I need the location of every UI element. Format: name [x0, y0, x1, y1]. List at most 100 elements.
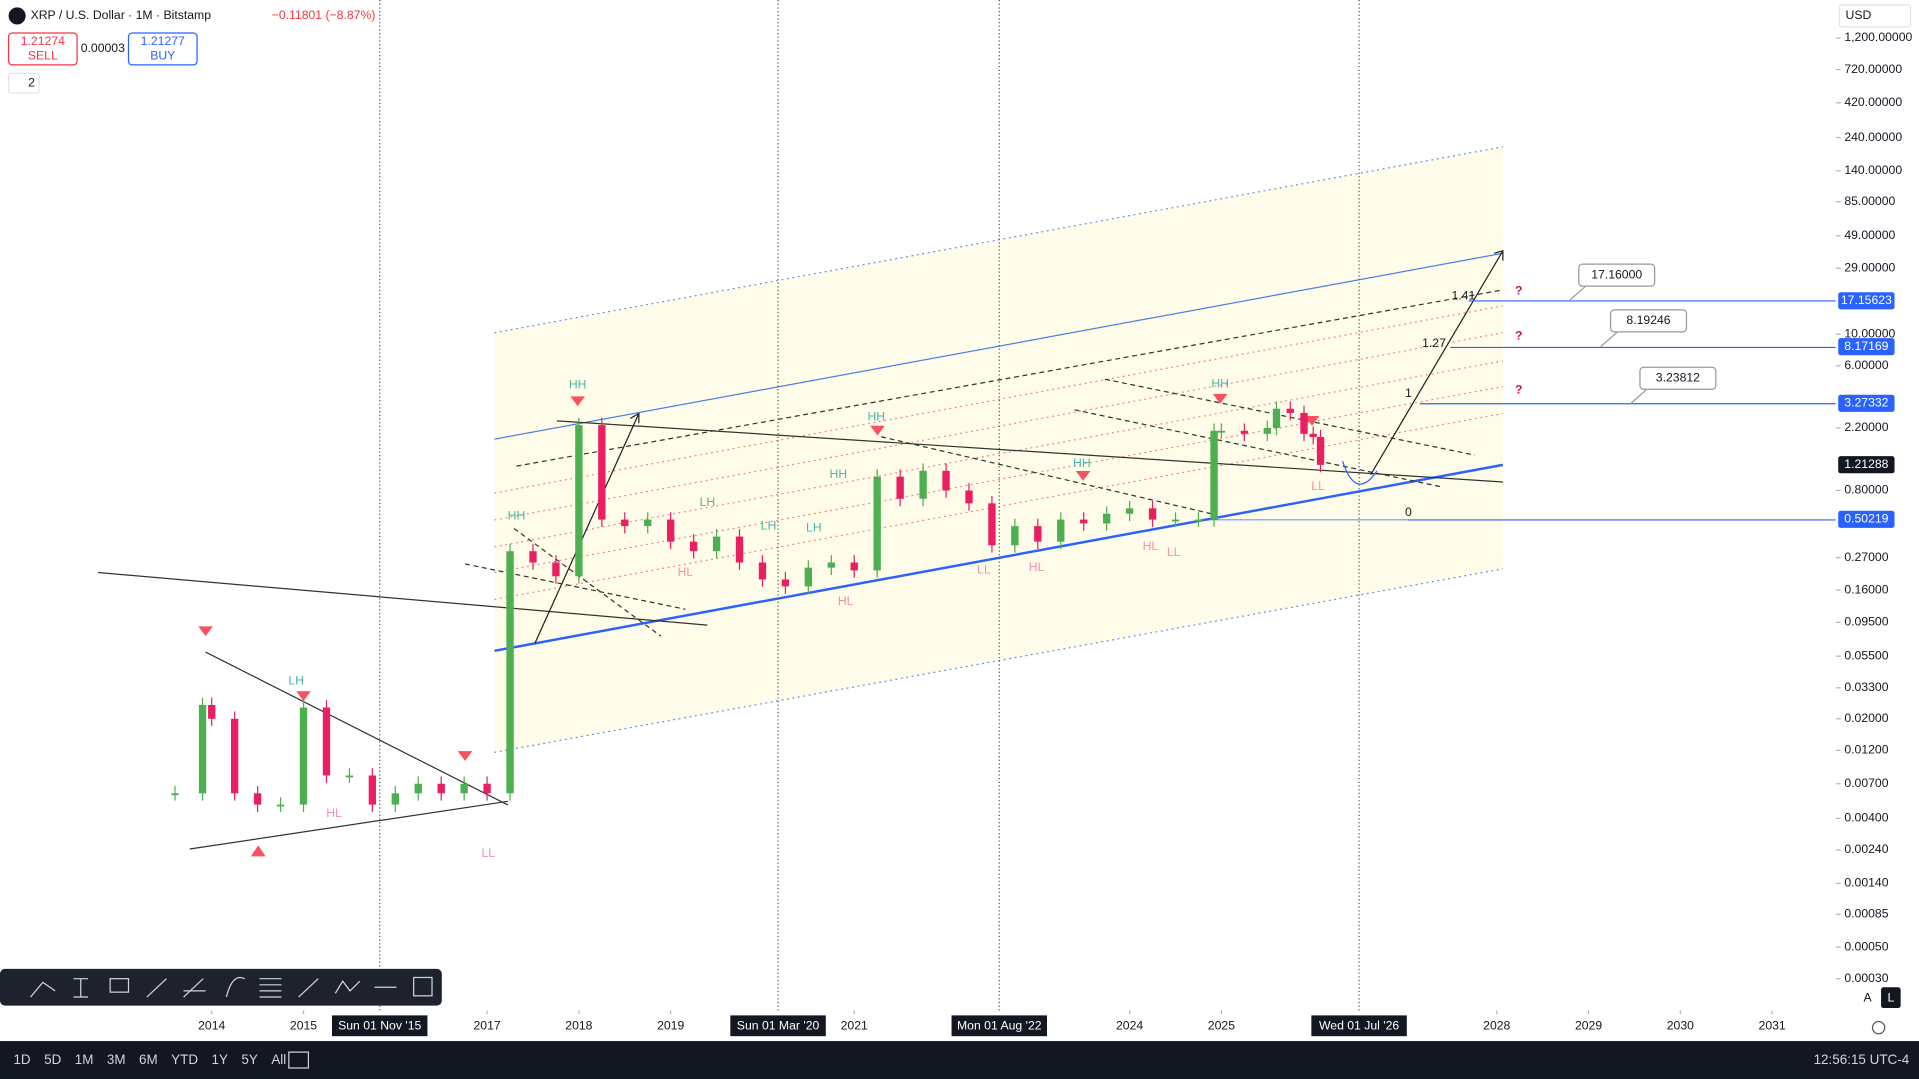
trend-line: [881, 436, 1212, 515]
tool-icon[interactable]: [298, 978, 319, 998]
callout-box: [1609, 309, 1688, 333]
y-tick-label: 0.09500: [1844, 615, 1888, 629]
log-button[interactable]: [1881, 987, 1901, 1009]
pattern-label: LL: [1311, 479, 1325, 493]
currency-button[interactable]: [1838, 4, 1912, 28]
marker: [457, 751, 473, 761]
tool-icon[interactable]: [183, 978, 206, 998]
y-tick-label: 85.00000: [1844, 194, 1895, 208]
pattern-label: HL: [678, 565, 694, 579]
settings-icon[interactable]: [1871, 1020, 1886, 1035]
question-mark: ?: [1515, 283, 1522, 297]
y-tick-label: 0.03300: [1844, 680, 1888, 694]
x-tick-label: 2030: [1667, 1019, 1694, 1033]
question-mark: ?: [1515, 329, 1522, 343]
labels: 17.16000 8.19246 3.23812 1.41 1.27 1 0??? HH HH H…: [288, 263, 1717, 860]
candle: [345, 775, 354, 778]
candle: [414, 783, 422, 794]
fib-line: [494, 360, 1504, 548]
pattern-label: LH: [700, 495, 716, 509]
y-tick-label: 29.00000: [1844, 261, 1895, 275]
tool-icon[interactable]: [413, 976, 433, 997]
x-tick-label: 2025: [1208, 1019, 1235, 1033]
candle: [804, 567, 813, 587]
y-tick-label: 10.00000: [1844, 326, 1895, 340]
range-button[interactable]: 5D: [44, 1052, 61, 1067]
range-button[interactable]: 1Y: [212, 1052, 228, 1067]
calendar-icon[interactable]: [288, 1051, 310, 1069]
buy-button[interactable]: [127, 32, 198, 66]
tool-icon[interactable]: [109, 978, 130, 993]
trend-line: [513, 527, 662, 637]
range-button[interactable]: All: [271, 1052, 286, 1067]
candle: [1102, 513, 1111, 524]
x-tick-label: 2017: [473, 1019, 500, 1033]
y-tick-label: 420.00000: [1844, 95, 1902, 109]
marker: [870, 425, 885, 436]
pattern-label: LH: [288, 674, 304, 688]
tool-icon[interactable]: [146, 978, 167, 998]
range-button[interactable]: 1D: [13, 1052, 30, 1067]
marker: [570, 396, 586, 407]
candle: [529, 551, 537, 563]
drawing-toolbar: [0, 968, 442, 1006]
y-tick-label: 240.00000: [1844, 130, 1902, 144]
price-label: 3.27332: [1844, 396, 1888, 410]
y-tick-label: 6.00000: [1844, 358, 1888, 372]
pattern-label: LH: [761, 518, 777, 532]
indicator-count: 2: [28, 75, 35, 89]
price-label: 8.17169: [1844, 339, 1888, 353]
marker: [250, 845, 266, 857]
price-label: 0.50219: [1844, 512, 1888, 526]
price-label-box: [1838, 456, 1895, 474]
tool-icon[interactable]: [225, 976, 246, 998]
pattern-label: LH: [806, 521, 822, 535]
candle: [1272, 408, 1281, 428]
pattern-label: LL: [977, 562, 991, 576]
callout-label: 17.16000: [1591, 267, 1642, 281]
pattern-label: HH: [830, 467, 848, 481]
y-tick-label: 0.00400: [1844, 811, 1888, 825]
date-marker-box: [331, 1015, 428, 1037]
price-label-box: [1838, 292, 1895, 310]
range-button[interactable]: 5Y: [241, 1052, 257, 1067]
trend-line: [556, 420, 1503, 483]
candle: [171, 793, 179, 796]
tool-icon[interactable]: [73, 978, 89, 998]
pattern-label: HH: [1211, 376, 1229, 390]
y-tick-label: 0.00085: [1844, 906, 1888, 920]
sell-button[interactable]: [7, 32, 78, 66]
range-button[interactable]: YTD: [171, 1052, 198, 1067]
x-tick-label: 2021: [841, 1019, 868, 1033]
pattern-label: HH: [1073, 456, 1091, 470]
arrow: [534, 413, 640, 644]
candle: [621, 519, 629, 527]
tool-icon[interactable]: [259, 978, 282, 998]
indicator-toggle[interactable]: [7, 72, 40, 94]
arrow: [1370, 250, 1504, 475]
candle: [1263, 427, 1271, 434]
trend-line: [205, 651, 509, 806]
auto-scale[interactable]: A: [1864, 990, 1873, 1004]
range-button[interactable]: 3M: [107, 1052, 126, 1067]
log-scale[interactable]: L: [1887, 990, 1894, 1004]
candle: [460, 783, 468, 794]
tool-icon[interactable]: [334, 980, 361, 994]
price-label-box: [1838, 510, 1895, 528]
candle: [208, 704, 216, 719]
candle: [1316, 436, 1325, 465]
candle: [896, 476, 904, 499]
date-marker-label: Wed 01 Jul '26: [1319, 1019, 1399, 1033]
candle: [1240, 430, 1249, 434]
candle: [276, 804, 285, 807]
candle: [322, 707, 331, 776]
range-button[interactable]: 6M: [139, 1052, 158, 1067]
callout-box: [1639, 366, 1717, 390]
currency: USD: [1846, 8, 1872, 22]
y-tick-label: 0.00050: [1844, 939, 1888, 953]
tool-icon[interactable]: [30, 981, 56, 998]
price-label-box: [1838, 338, 1895, 356]
range-button[interactable]: 1M: [75, 1052, 94, 1067]
pattern-label: HH: [569, 378, 587, 392]
